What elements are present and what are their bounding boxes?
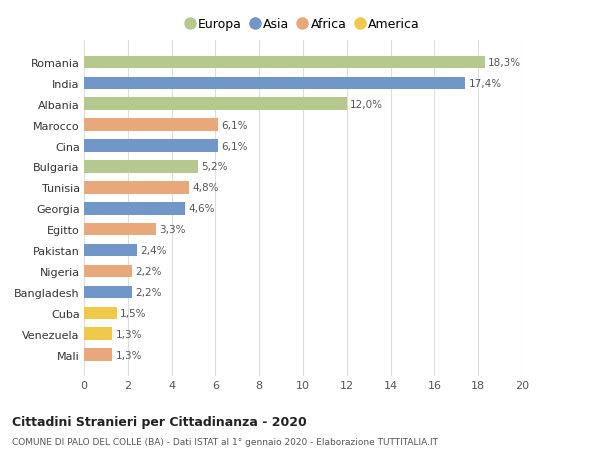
Text: 1,3%: 1,3% [116,350,142,360]
Text: 6,1%: 6,1% [221,141,247,151]
Text: 1,5%: 1,5% [120,308,146,318]
Legend: Europa, Asia, Africa, America: Europa, Asia, Africa, America [183,14,423,34]
Bar [84,98,347,111]
Bar [84,224,156,236]
Bar [84,202,185,215]
Text: 18,3%: 18,3% [488,58,521,68]
Text: Cittadini Stranieri per Cittadinanza - 2020: Cittadini Stranieri per Cittadinanza - 2… [12,415,307,428]
Bar [84,119,218,132]
Bar [84,56,485,69]
Bar [84,286,132,298]
Text: 5,2%: 5,2% [201,162,227,172]
Bar [84,161,198,174]
Text: 2,2%: 2,2% [136,287,162,297]
Text: 4,6%: 4,6% [188,204,215,214]
Bar [84,182,189,194]
Bar [84,140,218,152]
Text: 2,2%: 2,2% [136,266,162,276]
Bar [84,307,117,319]
Text: 3,3%: 3,3% [160,225,186,235]
Text: COMUNE DI PALO DEL COLLE (BA) - Dati ISTAT al 1° gennaio 2020 - Elaborazione TUT: COMUNE DI PALO DEL COLLE (BA) - Dati IST… [12,437,438,446]
Bar [84,328,112,340]
Bar [84,349,112,361]
Text: 2,4%: 2,4% [140,246,166,256]
Text: 17,4%: 17,4% [469,78,502,89]
Text: 1,3%: 1,3% [116,329,142,339]
Bar [84,78,465,90]
Text: 6,1%: 6,1% [221,120,247,130]
Bar [84,244,137,257]
Text: 12,0%: 12,0% [350,100,383,110]
Text: 4,8%: 4,8% [193,183,219,193]
Bar [84,265,132,278]
